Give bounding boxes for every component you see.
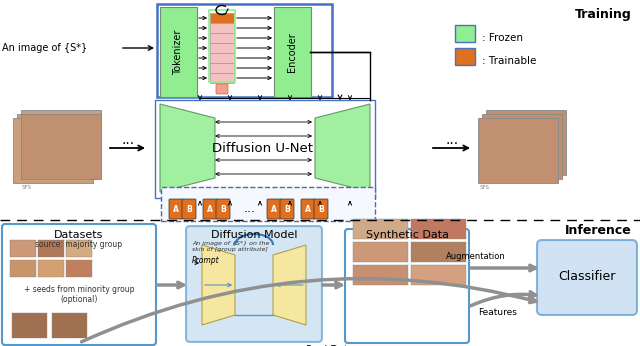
FancyBboxPatch shape xyxy=(161,187,375,221)
FancyBboxPatch shape xyxy=(169,199,183,219)
Polygon shape xyxy=(273,245,306,325)
Text: B: B xyxy=(220,204,226,213)
FancyBboxPatch shape xyxy=(210,53,234,63)
FancyBboxPatch shape xyxy=(455,48,475,65)
Polygon shape xyxy=(315,104,370,192)
Text: Real Data: Real Data xyxy=(306,345,354,346)
Polygon shape xyxy=(160,104,215,192)
FancyBboxPatch shape xyxy=(38,240,64,257)
FancyBboxPatch shape xyxy=(353,219,408,239)
Text: ...: ... xyxy=(445,133,459,147)
Text: A: A xyxy=(271,204,277,213)
FancyBboxPatch shape xyxy=(486,110,566,175)
Text: : Frozen: : Frozen xyxy=(482,33,523,43)
Text: Inference: Inference xyxy=(565,224,632,237)
Text: Diffusion U-Net: Diffusion U-Net xyxy=(212,142,314,155)
FancyBboxPatch shape xyxy=(482,114,562,179)
Text: Tokenizer: Tokenizer xyxy=(173,29,184,75)
Text: A: A xyxy=(173,204,179,213)
FancyBboxPatch shape xyxy=(353,242,408,262)
FancyBboxPatch shape xyxy=(301,199,315,219)
FancyBboxPatch shape xyxy=(411,242,466,262)
FancyBboxPatch shape xyxy=(280,199,294,219)
FancyBboxPatch shape xyxy=(203,199,217,219)
Text: Encoder: Encoder xyxy=(287,32,298,72)
FancyBboxPatch shape xyxy=(353,265,408,285)
Text: SFS: SFS xyxy=(480,185,490,190)
Text: source: majority group: source: majority group xyxy=(35,240,123,249)
FancyBboxPatch shape xyxy=(52,313,87,338)
FancyBboxPatch shape xyxy=(411,219,466,239)
FancyBboxPatch shape xyxy=(21,110,101,175)
Text: B: B xyxy=(284,204,290,213)
FancyBboxPatch shape xyxy=(186,226,322,342)
FancyBboxPatch shape xyxy=(10,240,36,257)
Text: Training: Training xyxy=(575,8,632,21)
FancyBboxPatch shape xyxy=(267,199,281,219)
Polygon shape xyxy=(202,245,235,325)
Text: SFS: SFS xyxy=(22,185,32,190)
FancyBboxPatch shape xyxy=(210,63,234,73)
Text: ...: ... xyxy=(122,133,134,147)
Text: Datasets: Datasets xyxy=(54,230,104,240)
FancyBboxPatch shape xyxy=(182,199,196,219)
Text: An image of {S*}: An image of {S*} xyxy=(2,43,87,53)
Text: Synthetic Data: Synthetic Data xyxy=(365,230,449,240)
FancyBboxPatch shape xyxy=(210,23,234,33)
FancyBboxPatch shape xyxy=(13,118,93,183)
FancyBboxPatch shape xyxy=(314,199,328,219)
Text: Augmentation: Augmentation xyxy=(446,252,506,261)
FancyBboxPatch shape xyxy=(66,240,92,257)
FancyBboxPatch shape xyxy=(210,73,234,83)
FancyBboxPatch shape xyxy=(455,25,475,42)
FancyBboxPatch shape xyxy=(411,265,466,285)
FancyBboxPatch shape xyxy=(21,114,101,179)
Text: A: A xyxy=(207,204,213,213)
Text: B: B xyxy=(318,204,324,213)
FancyBboxPatch shape xyxy=(216,199,230,219)
FancyBboxPatch shape xyxy=(216,84,228,94)
Text: B: B xyxy=(186,204,192,213)
FancyBboxPatch shape xyxy=(274,7,311,97)
Text: Diffusion Model: Diffusion Model xyxy=(211,230,297,240)
FancyBboxPatch shape xyxy=(10,260,36,277)
FancyBboxPatch shape xyxy=(210,33,234,43)
Text: An image of {S*} on the
skin of [group attribute]: An image of {S*} on the skin of [group a… xyxy=(192,241,269,252)
Text: : Trainable: : Trainable xyxy=(482,56,536,66)
Text: Classifier: Classifier xyxy=(558,271,616,283)
FancyBboxPatch shape xyxy=(38,260,64,277)
Text: Features: Features xyxy=(479,308,517,317)
FancyBboxPatch shape xyxy=(537,240,637,315)
FancyBboxPatch shape xyxy=(66,260,92,277)
Text: Prompt: Prompt xyxy=(192,256,220,265)
Text: + seeds from minority group
(optional): + seeds from minority group (optional) xyxy=(24,285,134,304)
Text: ...: ... xyxy=(244,202,256,216)
FancyBboxPatch shape xyxy=(478,118,558,183)
FancyBboxPatch shape xyxy=(17,114,97,179)
FancyBboxPatch shape xyxy=(12,313,47,338)
FancyBboxPatch shape xyxy=(210,13,234,23)
FancyBboxPatch shape xyxy=(160,7,197,97)
FancyBboxPatch shape xyxy=(210,43,234,53)
Text: A: A xyxy=(305,204,311,213)
